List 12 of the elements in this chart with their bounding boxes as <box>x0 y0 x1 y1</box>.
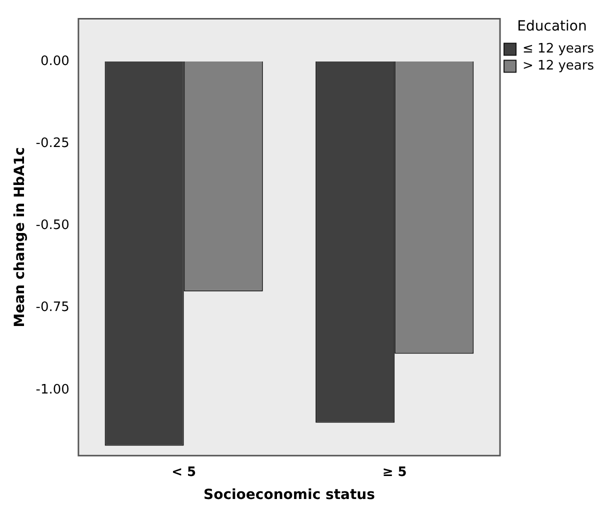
legend-label: ≤ 12 years <box>522 42 594 57</box>
legend-label: > 12 years <box>522 58 594 74</box>
x-tick-label: < 5 <box>172 464 196 480</box>
y-tick-label: -0.50 <box>36 218 70 234</box>
y-tick-label: -0.75 <box>36 300 70 316</box>
y-tick-label: -1.00 <box>36 382 70 398</box>
legend-title: Education <box>517 18 587 35</box>
x-tick-label: ≥ 5 <box>382 464 407 480</box>
y-tick-label: 0.00 <box>40 54 70 69</box>
y-tick-label: -0.25 <box>36 136 70 151</box>
x-axis-title: Socioeconomic status <box>204 487 375 504</box>
y-axis-title: Mean change in HbA1c <box>12 147 28 328</box>
